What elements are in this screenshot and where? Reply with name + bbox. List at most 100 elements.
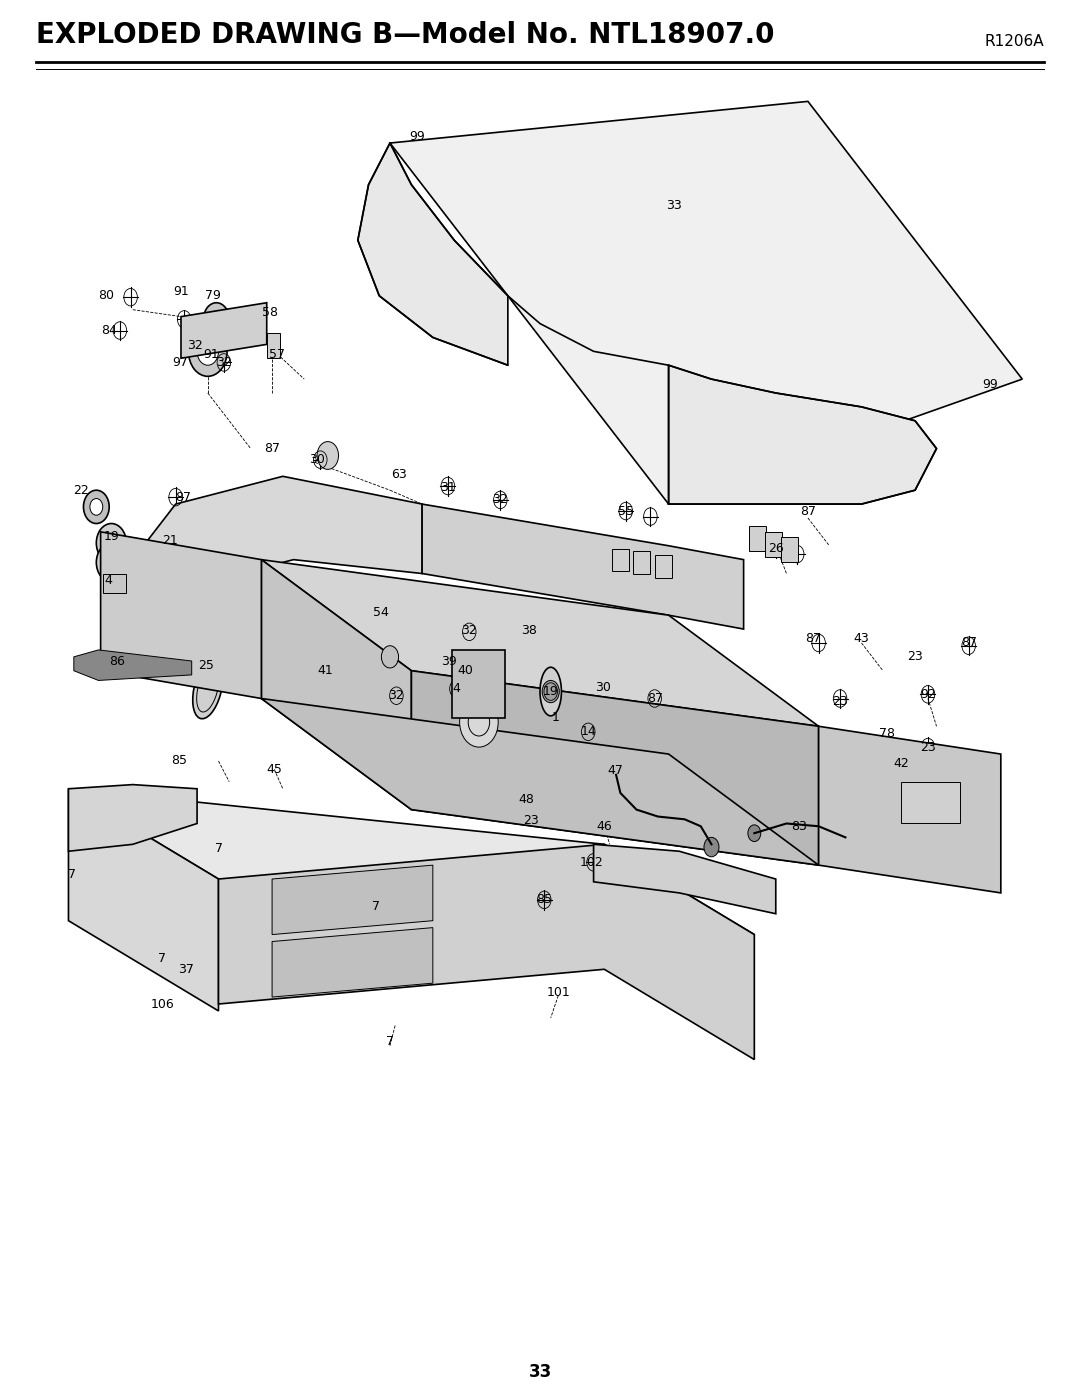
Text: 42: 42	[893, 757, 909, 770]
Text: 78: 78	[879, 726, 895, 740]
Text: 25: 25	[198, 658, 214, 672]
Circle shape	[381, 645, 399, 668]
Polygon shape	[261, 698, 819, 865]
Text: 63: 63	[391, 468, 406, 482]
Text: 7: 7	[372, 900, 380, 914]
Text: 7: 7	[386, 1035, 394, 1048]
Polygon shape	[68, 789, 218, 1011]
Text: 30: 30	[309, 453, 325, 467]
Text: 32: 32	[216, 356, 232, 369]
Text: 23: 23	[524, 814, 539, 827]
Text: 33: 33	[528, 1363, 552, 1382]
Circle shape	[96, 543, 126, 583]
Text: 102: 102	[580, 856, 604, 869]
Circle shape	[83, 490, 109, 524]
Text: 99: 99	[982, 379, 998, 391]
FancyBboxPatch shape	[453, 650, 504, 718]
Text: 32: 32	[461, 624, 477, 637]
Text: 85: 85	[537, 893, 552, 907]
Text: 58: 58	[262, 306, 278, 319]
PathPatch shape	[390, 102, 1023, 504]
FancyBboxPatch shape	[611, 549, 629, 571]
Polygon shape	[181, 303, 267, 358]
Polygon shape	[68, 785, 197, 851]
Text: 1: 1	[552, 711, 561, 725]
Text: 23: 23	[920, 740, 935, 753]
Text: 106: 106	[151, 997, 175, 1010]
Text: 23: 23	[907, 651, 923, 664]
Text: 7: 7	[158, 951, 165, 965]
Circle shape	[104, 553, 119, 573]
Text: 87: 87	[961, 637, 976, 650]
Text: 19: 19	[104, 529, 119, 542]
Circle shape	[189, 327, 227, 376]
Text: 32: 32	[187, 339, 203, 352]
Text: 48: 48	[518, 793, 534, 806]
Polygon shape	[73, 650, 192, 680]
FancyBboxPatch shape	[765, 532, 782, 557]
Circle shape	[210, 312, 222, 328]
FancyBboxPatch shape	[267, 334, 280, 358]
Polygon shape	[100, 532, 261, 698]
FancyBboxPatch shape	[103, 574, 126, 592]
Text: 99: 99	[409, 130, 424, 142]
Text: 55: 55	[618, 504, 634, 517]
Text: 19: 19	[543, 685, 558, 698]
Text: 30: 30	[595, 680, 611, 694]
Polygon shape	[669, 365, 936, 504]
Ellipse shape	[540, 668, 562, 715]
Text: 7: 7	[215, 842, 222, 855]
Text: 14: 14	[580, 725, 596, 739]
Polygon shape	[261, 560, 411, 810]
Text: 101: 101	[546, 986, 570, 999]
Ellipse shape	[192, 659, 222, 718]
Text: 87: 87	[647, 692, 663, 705]
Circle shape	[704, 837, 719, 856]
Text: 40: 40	[457, 664, 473, 678]
Text: 87: 87	[175, 490, 191, 504]
Text: 87: 87	[265, 441, 280, 455]
Text: 45: 45	[267, 763, 282, 775]
Text: 26: 26	[768, 542, 784, 555]
FancyBboxPatch shape	[633, 552, 650, 574]
Text: 32: 32	[492, 493, 509, 507]
Text: 83: 83	[792, 820, 807, 833]
Text: 46: 46	[596, 820, 612, 833]
Text: 85: 85	[171, 754, 187, 767]
Text: 97: 97	[172, 356, 188, 369]
Circle shape	[839, 828, 852, 845]
FancyBboxPatch shape	[654, 556, 672, 578]
Text: 43: 43	[853, 633, 869, 645]
Text: 33: 33	[666, 198, 681, 212]
Text: 79: 79	[205, 289, 221, 302]
Text: 92: 92	[920, 687, 935, 701]
FancyBboxPatch shape	[781, 538, 798, 563]
Polygon shape	[68, 789, 754, 935]
Text: 91: 91	[203, 348, 219, 360]
Circle shape	[318, 441, 338, 469]
Text: 4: 4	[453, 682, 460, 696]
Polygon shape	[357, 142, 508, 365]
Text: 87: 87	[800, 504, 815, 517]
Text: 22: 22	[73, 483, 90, 497]
Text: 91: 91	[173, 285, 189, 298]
Text: 39: 39	[441, 655, 457, 668]
Text: R1206A: R1206A	[984, 34, 1043, 49]
Circle shape	[96, 524, 126, 563]
FancyBboxPatch shape	[901, 782, 960, 823]
Text: 41: 41	[318, 664, 334, 678]
Text: 84: 84	[102, 324, 117, 337]
Text: EXPLODED DRAWING B—Model No. NTL18907.0: EXPLODED DRAWING B—Model No. NTL18907.0	[37, 21, 774, 49]
Text: 87: 87	[806, 633, 821, 645]
Text: 54: 54	[374, 606, 389, 619]
Circle shape	[460, 697, 498, 747]
Polygon shape	[272, 865, 433, 935]
Circle shape	[542, 680, 559, 703]
Polygon shape	[422, 504, 744, 629]
Text: 7: 7	[68, 869, 76, 882]
Circle shape	[748, 824, 760, 841]
Circle shape	[197, 338, 218, 365]
Circle shape	[104, 534, 119, 553]
Polygon shape	[261, 560, 819, 726]
Text: 32: 32	[389, 689, 404, 703]
